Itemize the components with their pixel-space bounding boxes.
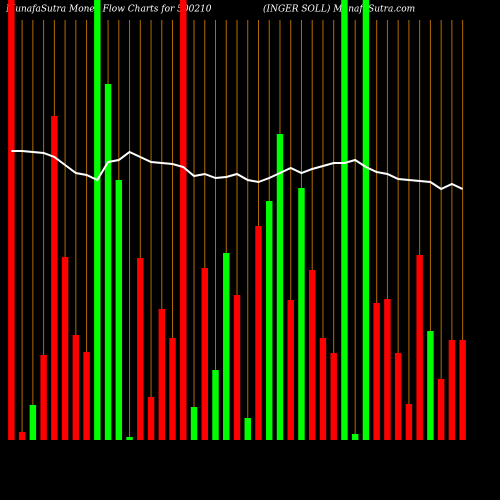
bar [330,353,337,440]
bar [384,299,391,440]
bar [158,309,166,440]
bar [362,0,370,440]
bar [29,405,37,440]
bar [40,355,47,440]
bar [416,255,423,440]
bar [459,340,466,440]
bar [61,257,69,440]
bar [94,0,101,440]
bar [83,352,90,440]
bar [180,0,187,440]
bar [341,0,348,440]
bar [373,303,380,440]
bar [190,407,198,440]
bar [72,335,80,440]
bar [115,180,123,440]
bar [233,295,241,440]
bar [137,258,144,440]
bar [104,84,112,440]
bar [287,300,294,440]
bar [405,404,413,440]
bar [18,432,26,440]
bar [201,268,208,440]
chart-subtitle: (INGER SOLL) MunafaSutra.com [263,4,415,15]
bar [8,0,15,440]
chart-title: MunafaSutra Money Flow Charts for 500210 [5,5,212,15]
bar [437,379,445,440]
bar [212,370,219,440]
bar [308,270,316,440]
bar [255,226,262,440]
bar [298,188,305,440]
bar [448,340,456,440]
bar [427,331,434,440]
bar [126,437,133,440]
bar [319,338,327,440]
money-flow-line [11,150,464,191]
bar [223,253,230,440]
bar [351,434,359,440]
bar [266,201,273,440]
bar [169,338,176,440]
bar [147,397,155,440]
bar [51,116,58,440]
bar [244,418,251,440]
bar [276,134,284,440]
bar [394,353,402,440]
